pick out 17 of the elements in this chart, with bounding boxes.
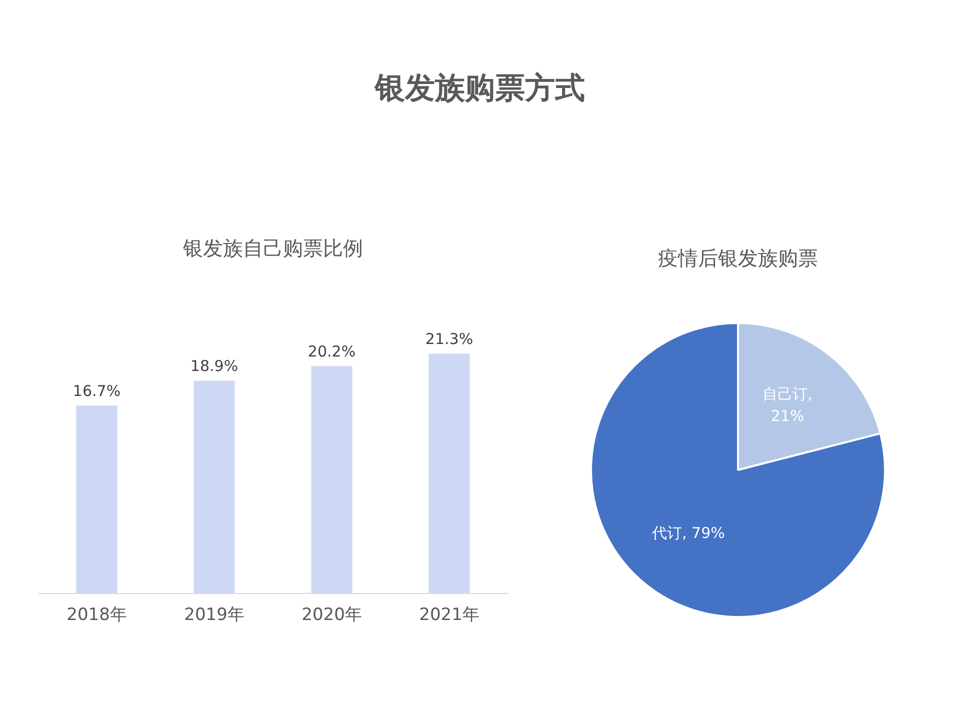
x-tick-label: 2019年: [184, 605, 244, 626]
data-label: 21.3%: [425, 330, 474, 348]
x-tick-label: 2020年: [302, 605, 362, 626]
x-tick-label: 2021年: [419, 605, 480, 626]
text: 银发族购票方式: [373, 70, 586, 108]
data-label: 18.9%: [190, 357, 238, 376]
bar: [311, 366, 352, 594]
data-label: 20.2%: [308, 342, 356, 360]
slice-label: 自己订, 21%: [762, 385, 812, 426]
bar: [194, 380, 235, 594]
chart-title: 银发族自己购票比例: [182, 236, 363, 260]
data-label: 16.7%: [72, 382, 121, 400]
chart-title: 疫情后银发族购票: [658, 246, 818, 270]
x-tick-label: 2018年: [66, 605, 127, 626]
bar: [428, 354, 470, 594]
slice-label: 代订, 79%: [651, 524, 725, 542]
bar: [76, 405, 118, 594]
